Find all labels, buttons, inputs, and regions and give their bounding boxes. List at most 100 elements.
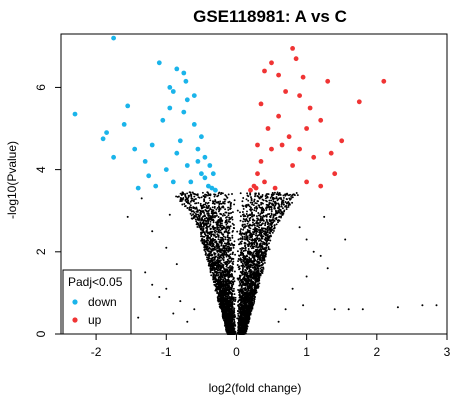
data-point [255, 142, 260, 148]
data-point [265, 126, 271, 131]
data-point [293, 56, 299, 62]
data-point [328, 150, 334, 156]
data-point [186, 320, 189, 323]
y-tick-label: 2 [34, 248, 48, 255]
data-point [300, 74, 306, 80]
data-point [258, 159, 264, 164]
data-point [181, 109, 187, 115]
data-point [191, 122, 197, 127]
data-point [104, 130, 109, 136]
data-point [153, 183, 159, 189]
data-point [304, 179, 309, 185]
data-point [304, 126, 309, 131]
data-point [290, 46, 295, 51]
data-point [181, 70, 187, 76]
data-point [184, 163, 190, 168]
data-point [140, 197, 143, 200]
data-point [325, 78, 331, 84]
data-point [179, 300, 182, 303]
y-tick-label: 4 [34, 166, 48, 173]
data-point [326, 267, 329, 270]
data-point [279, 142, 285, 148]
axes-layer: -2 -1 0 1 2 3 0 2 4 6 [34, 33, 451, 359]
data-point [195, 146, 201, 152]
data-point [177, 138, 183, 144]
data-point [361, 308, 364, 311]
x-tick-label: 0 [233, 345, 240, 359]
data-point [347, 308, 350, 311]
data-point [262, 179, 267, 185]
x-tick-label: -2 [91, 345, 102, 359]
data-point [272, 185, 278, 191]
data-point [160, 117, 166, 123]
data-point [167, 105, 173, 111]
data-point [213, 187, 218, 193]
data-point [269, 146, 274, 152]
data-point [305, 275, 308, 278]
x-axis-label: log2(fold change) [209, 381, 302, 395]
data-point [276, 113, 281, 119]
data-point [284, 308, 287, 311]
data-point [253, 185, 259, 191]
data-point [202, 175, 208, 181]
data-point [323, 215, 326, 218]
data-point [209, 185, 215, 191]
data-point [206, 183, 211, 189]
data-point [121, 122, 127, 127]
data-point [151, 230, 154, 233]
data-point [168, 213, 171, 216]
data-point [276, 72, 281, 78]
data-point [255, 171, 260, 177]
data-point [137, 316, 140, 319]
data-point [210, 171, 216, 177]
data-point [167, 85, 173, 90]
data-point [248, 187, 253, 193]
data-point [151, 283, 154, 286]
data-point [174, 66, 180, 72]
data-point [302, 304, 305, 307]
data-point [381, 78, 387, 84]
data-point [174, 150, 180, 156]
data-point [175, 263, 178, 266]
points-layer [72, 35, 438, 335]
data-point [396, 306, 399, 309]
data-point [111, 35, 116, 41]
data-point [207, 163, 213, 168]
data-point [283, 89, 288, 94]
data-point [126, 215, 129, 218]
x-tick-label: 1 [303, 345, 310, 359]
data-point [332, 171, 338, 177]
legend-up-marker [72, 317, 78, 323]
data-point [435, 304, 438, 307]
data-point [111, 154, 116, 160]
data-point [262, 68, 267, 74]
data-point [149, 142, 155, 148]
data-point [170, 89, 176, 94]
series-1 [248, 46, 387, 193]
data-point [183, 78, 189, 84]
data-point [312, 250, 315, 253]
y-axis-label: -log10(Pvalue) [5, 141, 19, 219]
data-point [277, 320, 280, 323]
data-point [156, 60, 162, 66]
data-point [199, 134, 204, 140]
data-point [195, 159, 201, 164]
data-point [290, 163, 295, 168]
data-point [318, 183, 324, 189]
y-tick-label: 0 [34, 330, 48, 337]
data-point [297, 93, 302, 98]
data-point [163, 167, 169, 173]
data-point [191, 93, 197, 98]
data-point [421, 304, 424, 307]
legend-title: Padj<0.05 [68, 275, 123, 289]
data-point [319, 254, 322, 257]
data-point [291, 287, 294, 290]
data-point [135, 185, 141, 191]
legend: Padj<0.05 down up [62, 269, 132, 335]
x-tick-label: 2 [373, 345, 380, 359]
series-0 [72, 35, 218, 193]
y-tick-label: 6 [34, 84, 48, 91]
data-point [339, 138, 345, 144]
data-point [307, 105, 313, 111]
